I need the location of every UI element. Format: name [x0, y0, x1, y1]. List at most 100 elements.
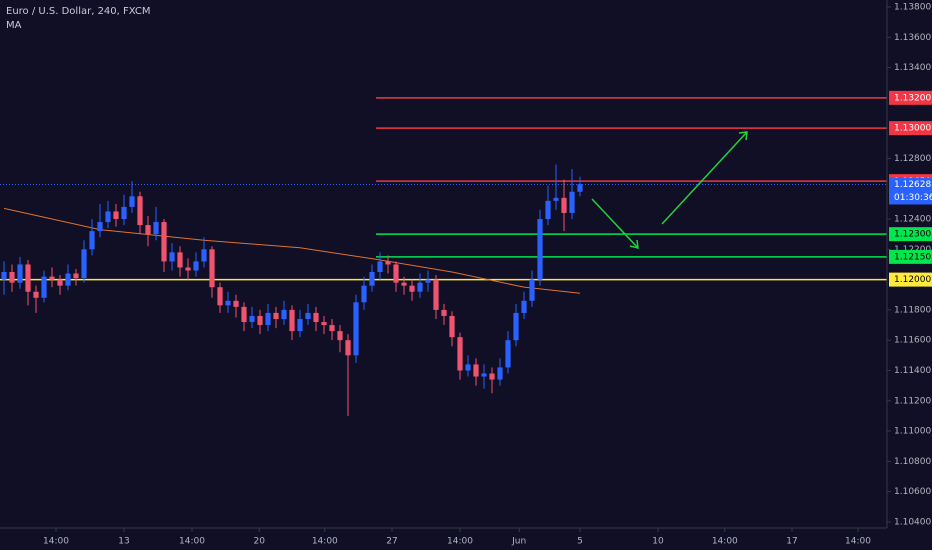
candle-body — [377, 261, 383, 273]
x-tick-label: 14:00 — [712, 537, 738, 547]
candle-body — [401, 282, 407, 286]
candle-body — [465, 364, 471, 371]
y-tick-label: 1.10400 — [894, 517, 931, 527]
candle-body — [473, 364, 479, 377]
arrow-head — [738, 131, 748, 141]
candle-body — [97, 222, 103, 232]
candle-body — [297, 318, 303, 332]
candle-body — [217, 287, 223, 306]
candle-body — [489, 373, 495, 380]
candle-body — [49, 276, 55, 280]
arrow-up — [661, 131, 748, 225]
candle-body — [457, 337, 463, 371]
candle-body — [521, 300, 527, 313]
last-price-label: 1.12628 — [894, 180, 931, 190]
candle-body — [9, 272, 15, 283]
candle-body — [449, 315, 455, 338]
x-tick-label: 5 — [577, 537, 583, 547]
candle-body — [257, 315, 263, 326]
y-tick-label: 1.10600 — [894, 487, 931, 497]
y-tick-label: 1.11800 — [894, 305, 931, 315]
candle-body — [281, 309, 287, 319]
candle-body — [57, 279, 63, 286]
candle-body — [201, 249, 207, 262]
candle-body — [385, 261, 391, 265]
x-tick-label: 27 — [386, 537, 397, 547]
level-label-box — [889, 121, 932, 136]
y-tick-label: 1.13400 — [894, 63, 931, 73]
indicator-label: MA — [6, 20, 22, 31]
level-label: 1.12300 — [894, 230, 931, 240]
drawing-arrows — [591, 131, 748, 249]
candle-body — [169, 252, 175, 262]
y-tick-label: 1.11000 — [894, 427, 931, 437]
arrow-head — [629, 239, 639, 249]
x-tick-label: 14:00 — [179, 537, 205, 547]
x-tick-label: Jun — [511, 537, 526, 547]
candle-body — [561, 197, 567, 213]
candle-body — [497, 367, 503, 380]
candle-body — [225, 300, 231, 306]
candle-body — [289, 309, 295, 332]
candle-body — [193, 261, 199, 271]
candle-body — [441, 309, 447, 316]
candle-body — [161, 222, 167, 262]
y-tick-label: 1.11200 — [894, 396, 931, 406]
level-label-box — [889, 249, 932, 264]
plot — [0, 97, 887, 416]
candle-body — [185, 267, 191, 271]
candle-body — [233, 300, 239, 307]
candle-body — [425, 279, 431, 283]
candle-body — [361, 285, 367, 303]
last-price-box — [889, 177, 932, 205]
candle-body — [153, 222, 159, 235]
candle-body — [105, 211, 111, 223]
candle-body — [33, 291, 39, 298]
candle-body — [369, 272, 375, 286]
candle-body — [577, 184, 583, 192]
level-label: 1.12000 — [894, 275, 931, 285]
level-label-box — [889, 227, 932, 242]
candle-body — [1, 272, 7, 280]
x-tick-label: 14:00 — [447, 537, 473, 547]
candle-body — [345, 340, 351, 356]
candle-body — [265, 312, 271, 326]
y-tick-label: 1.10800 — [894, 457, 931, 467]
candle-body — [41, 276, 47, 298]
arrow-down — [591, 198, 639, 249]
candle-body — [409, 285, 415, 292]
level-label: 1.12150 — [894, 252, 931, 262]
x-tick-label: 14:00 — [43, 537, 69, 547]
candle-body — [177, 252, 183, 268]
candle-body — [25, 264, 31, 292]
moving-average — [3, 207, 581, 294]
y-tick-label: 1.11400 — [894, 366, 931, 376]
y-tick-label: 1.13600 — [894, 33, 931, 43]
level-label-box — [889, 90, 932, 105]
x-tick-label: 13 — [118, 537, 129, 547]
level-label-box — [889, 272, 932, 287]
candle-body — [393, 264, 399, 283]
candle-body — [129, 196, 135, 207]
x-tick-label: 14:00 — [312, 537, 338, 547]
candle-body — [241, 306, 247, 323]
x-tick-label: 10 — [652, 537, 664, 547]
y-tick-label: 1.12400 — [894, 215, 931, 225]
candle-body — [433, 279, 439, 310]
x-tick-label: 14:00 — [845, 537, 871, 547]
candle-body — [121, 206, 127, 220]
x-tick-label: 17 — [786, 537, 797, 547]
candle-body — [305, 312, 311, 319]
candle-body — [65, 273, 71, 286]
candle-body — [329, 325, 335, 332]
candle-body — [513, 312, 519, 341]
candle-body — [273, 312, 279, 319]
x-tick-label: 20 — [253, 537, 265, 547]
candle-body — [209, 249, 215, 288]
candle-body — [569, 191, 575, 213]
candle-body — [353, 302, 359, 356]
candle-body — [337, 331, 343, 341]
candle-body — [137, 196, 143, 226]
y-tick-label: 1.12200 — [894, 245, 931, 255]
